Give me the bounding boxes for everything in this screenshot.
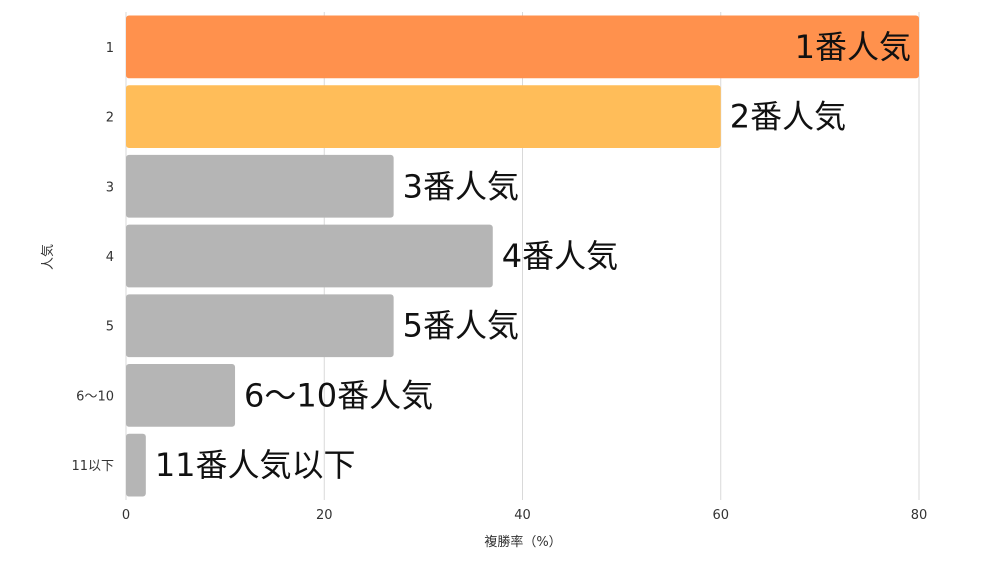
bar [126,85,721,148]
x-tick-label: 80 [911,508,928,523]
bar [126,224,493,288]
x-tick-labels: 0 20 40 60 80 [122,508,927,523]
bar-label: 4番人気 [502,237,618,275]
y-tick-label: 4 [106,250,114,265]
y-tick-label: 11以下 [71,459,114,474]
bar [126,364,236,427]
y-tick-label: 1 [106,41,114,56]
x-tick-label: 40 [514,508,531,523]
bar-labels: 1番人気 2番人気 3番人気 4番人気 5番人気 6〜10番人気 11番人気以下 [155,28,911,484]
bar-label: 3番人気 [403,167,519,205]
bar-label: 5番人気 [403,307,519,345]
bar [126,294,394,358]
bar-label: 1番人気 [795,28,911,66]
y-tick-label: 2 [106,111,114,126]
bar-label: 6〜10番人気 [244,376,433,414]
y-tick-label: 3 [106,180,114,195]
x-tick-label: 60 [712,508,729,523]
x-axis-title: 複勝率（%） [484,534,561,550]
y-tick-label: 6〜10 [76,389,114,404]
bar-label: 2番人気 [730,98,846,136]
y-tick-labels: 1 2 3 4 5 6〜10 11以下 [71,41,114,474]
bars [126,15,919,497]
x-tick-label: 20 [316,508,333,523]
bar [126,15,919,79]
bar-label: 11番人気以下 [155,446,356,484]
y-tick-label: 5 [106,320,114,335]
x-tick-label: 0 [122,508,130,523]
y-axis-title: 人気 [40,244,56,270]
bar [126,154,394,218]
bar [126,433,146,497]
